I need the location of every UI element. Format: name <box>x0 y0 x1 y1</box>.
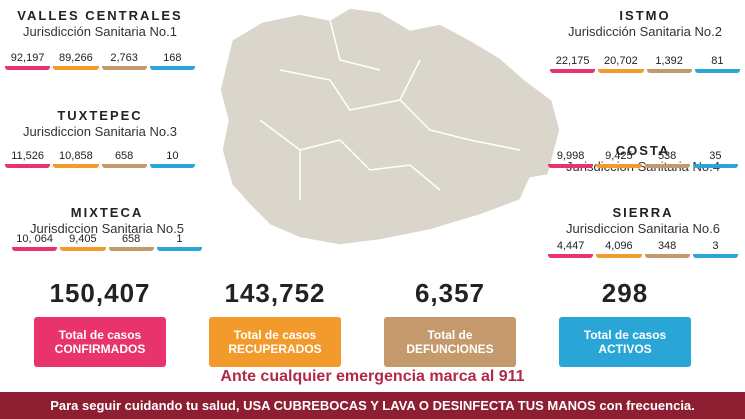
jurisdiction: Jurisdicción Sanitaria No.1 <box>23 24 177 39</box>
jurisdiction: Jurisdiccion Sanitaria No.4 <box>566 159 720 174</box>
total-block: 298 Total de casos ACTIVOS <box>550 278 700 367</box>
region-value: 89,266 <box>53 52 99 70</box>
total-label: Total de casos <box>58 328 142 342</box>
region-value: 92,197 <box>5 52 51 70</box>
jurisdiction: Jurisdiccion Sanitaria No.3 <box>23 124 177 139</box>
total-value: 143,752 <box>224 278 326 308</box>
region-value: 81 <box>694 55 740 73</box>
region-name: TUXTEPEC <box>57 108 143 123</box>
region-value: 4,096 <box>596 240 642 258</box>
region-value: 10, 064 <box>12 233 58 251</box>
values-row: 22,175 20,702 1,392 81 <box>550 55 740 73</box>
region-name: VALLES CENTRALES <box>17 8 183 23</box>
region-block: TUXTEPEC Jurisdiccion Sanitaria No.3 11,52… <box>5 108 195 168</box>
jurisdiction: Jurisdiccion Sanitaria No.6 <box>566 221 720 236</box>
total-value: 298 <box>601 278 649 308</box>
region-value: 538 <box>644 150 690 168</box>
region-value: 348 <box>644 240 690 258</box>
map <box>219 7 561 246</box>
region-value: 3 <box>692 240 738 258</box>
map-borders <box>259 19 521 200</box>
values-row: 92,197 89,266 2,763 168 <box>5 52 195 70</box>
region-value: 658 <box>108 233 154 251</box>
jurisdiction: Jurisdiccion Sanitaria No.5 <box>30 221 184 236</box>
region-value: 9,425 <box>596 150 642 168</box>
total-value: 150,407 <box>49 278 151 308</box>
region-value: 10,858 <box>53 150 99 168</box>
region-value: 658 <box>101 150 147 168</box>
region-block: COSTA Jurisdiccion Sanitaria No.4 9,998 9,4… <box>548 143 738 174</box>
total-label-box: Total de casos ACTIVOS <box>559 317 691 367</box>
region-value: 22,175 <box>550 55 596 73</box>
region-value: 1 <box>156 233 202 251</box>
total-label: Total de casos <box>233 328 317 342</box>
region-value: 9,405 <box>60 233 106 251</box>
values-row: 4,447 4,096 348 3 <box>548 240 738 258</box>
total-value: 6,357 <box>414 278 486 308</box>
total-label: Total de casos <box>583 328 667 342</box>
region-value: 168 <box>149 52 195 70</box>
values-row: 10, 064 9,405 658 1 <box>12 233 202 251</box>
state-map <box>219 7 561 246</box>
region-block: SIERRA Jurisdiccion Sanitaria No.6 4,447 4,… <box>548 205 738 258</box>
region-value: 4,447 <box>548 240 594 258</box>
region-value: 11,526 <box>5 150 51 168</box>
region-value: 35 <box>692 150 738 168</box>
region-block: VALLES CENTRALES Jurisdicción Sanitaria N… <box>5 8 195 70</box>
region-value: 10 <box>149 150 195 168</box>
total-label: CONFIRMADOS <box>54 342 146 356</box>
total-block: 143,752 Total de casos RECUPERADOS <box>200 278 350 367</box>
total-block: 6,357 Total de DEFUNCIONES <box>375 278 525 367</box>
region-name: SIERRA <box>612 205 674 220</box>
jurisdiction: Jurisdicción Sanitaria No.2 <box>568 24 722 39</box>
region-name: COSTA <box>615 143 671 158</box>
total-label-box: Total de DEFUNCIONES <box>384 317 516 367</box>
total-block: 150,407 Total de casos CONFIRMADOS <box>25 278 175 367</box>
region-block: ISTMO Jurisdicción Sanitaria No.2 22,175 20… <box>550 8 740 73</box>
total-label: RECUPERADOS <box>228 342 322 356</box>
region-name: ISTMO <box>619 8 671 23</box>
total-label: ACTIVOS <box>598 342 652 356</box>
region-block: MIXTECA Jurisdiccion Sanitaria No.5 10, 06… <box>12 205 202 251</box>
region-value: 1,392 <box>646 55 692 73</box>
region-name: MIXTECA <box>70 205 144 220</box>
total-label-box: Total de casos RECUPERADOS <box>209 317 341 367</box>
region-value: 2,763 <box>101 52 147 70</box>
total-label: DEFUNCIONES <box>406 342 494 356</box>
total-label-box: Total de casos CONFIRMADOS <box>34 317 166 367</box>
region-value: 20,702 <box>598 55 644 73</box>
values-row: 9,998 9,425 538 35 <box>548 150 738 168</box>
region-value: 9,998 <box>548 150 594 168</box>
emergency-text: Ante cualquier emergencia marca al 911 <box>220 368 525 385</box>
total-label: Total de <box>427 328 473 342</box>
footer-banner: Para seguir cuidando tu salud, USA CUBRE… <box>0 392 745 419</box>
values-row: 11,526 10,858 658 10 <box>5 150 195 168</box>
